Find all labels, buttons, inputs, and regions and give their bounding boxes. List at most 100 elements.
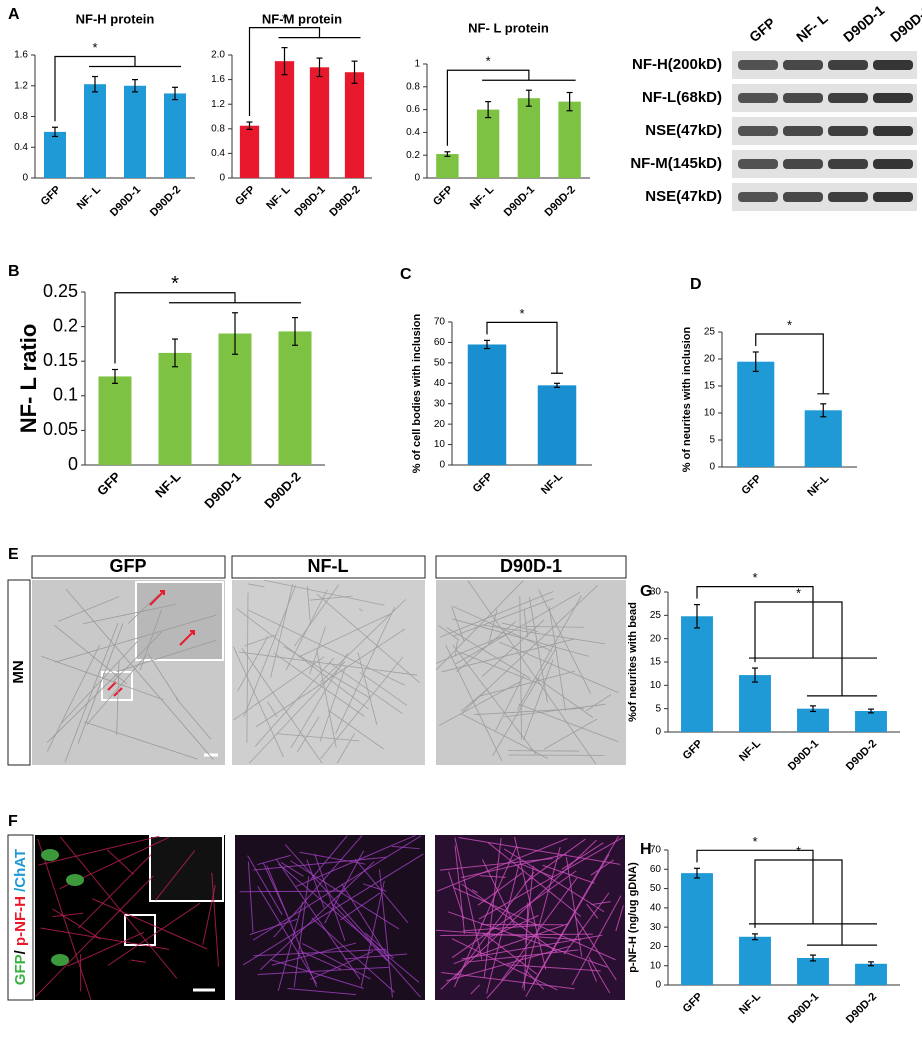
- y-tick-label: 50: [434, 357, 446, 368]
- significance-star: *: [752, 834, 757, 849]
- lane-label: GFP: [746, 14, 778, 45]
- bar: [310, 67, 329, 178]
- row-label-part: /ChAT: [12, 849, 29, 896]
- significance-star: *: [92, 40, 97, 55]
- row-label-part: p-NF-H: [12, 896, 29, 946]
- x-tick-label: NF-L: [152, 469, 184, 501]
- y-tick-label: 70: [434, 317, 446, 328]
- y-tick-label: 0: [655, 980, 661, 991]
- row-label: GFP/ p-NF-H /ChAT: [12, 849, 29, 985]
- blot-band: [828, 159, 868, 169]
- row-label-part: /: [12, 946, 29, 954]
- row-label: MN: [10, 660, 27, 683]
- column-label: NF-L: [308, 556, 349, 576]
- panel-letter: F: [8, 813, 18, 830]
- y-tick-label: 60: [650, 864, 662, 875]
- y-tick-label: 0.4: [211, 148, 225, 159]
- y-tick-label: 0: [22, 173, 28, 184]
- y-tick-label: 0.6: [406, 104, 420, 115]
- x-tick-label: GFP: [39, 184, 63, 208]
- significance-bracket: [115, 293, 301, 364]
- y-tick-label: 1.6: [211, 74, 225, 85]
- y-tick-label: 0.8: [406, 81, 420, 92]
- y-tick-label: 0: [219, 173, 225, 184]
- y-tick-label: 0: [439, 460, 445, 471]
- y-tick-label: 10: [434, 439, 446, 450]
- x-tick-label: GFP: [681, 738, 705, 762]
- x-tick-label: D90D-1: [502, 184, 537, 219]
- y-tick-label: 0: [414, 173, 420, 184]
- y-tick-label: 0.25: [43, 281, 78, 301]
- x-tick-label: GFP: [471, 471, 495, 495]
- x-tick-label: D90D-1: [786, 991, 821, 1026]
- y-tick-label: 0.8: [211, 123, 225, 134]
- x-tick-label: NF-L: [737, 737, 763, 763]
- y-tick-label: 30: [650, 922, 662, 933]
- x-tick-label: NF-L: [737, 990, 763, 1016]
- panel-letter: B: [8, 263, 20, 280]
- inset: [150, 836, 223, 901]
- blot-band: [783, 192, 823, 202]
- x-tick-label: D90D-2: [261, 469, 303, 511]
- bar: [518, 98, 540, 178]
- x-tick-label: GFP: [681, 991, 705, 1015]
- blot-band: [828, 93, 868, 103]
- bar: [275, 61, 294, 178]
- blot-row-label: NF-H(200kD): [632, 56, 722, 73]
- x-tick-label: NF-L: [539, 470, 565, 496]
- chart-title: NF-M protein: [262, 11, 342, 26]
- x-tick-label: D90D-2: [844, 991, 879, 1026]
- blot-row-label: NF-L(68kD): [642, 89, 722, 106]
- blot-band: [738, 93, 778, 103]
- x-tick-label: D90D-2: [327, 184, 362, 219]
- blot-band: [873, 192, 913, 202]
- x-tick-label: NF- L: [468, 183, 497, 212]
- significance-star: *: [796, 843, 801, 858]
- y-tick-label: 70: [650, 845, 662, 856]
- y-tick-label: 0.4: [406, 127, 420, 138]
- blot-band: [828, 60, 868, 70]
- blot-band: [783, 60, 823, 70]
- panel-letter: D: [690, 276, 702, 293]
- bar: [739, 675, 771, 732]
- y-tick-label: 10: [650, 680, 662, 691]
- y-tick-label: 0: [68, 454, 78, 474]
- y-tick-label: 0.15: [43, 350, 78, 370]
- neurite: [240, 891, 345, 892]
- x-tick-label: D90D-1: [786, 738, 821, 773]
- significance-bracket: [755, 860, 877, 945]
- lane-label: D90D-1: [840, 2, 887, 45]
- y-tick-label: 30: [650, 587, 662, 598]
- y-axis-label: %of neurites with bead: [627, 602, 639, 722]
- y-tick-label: 2.0: [211, 50, 225, 61]
- bar: [855, 711, 887, 732]
- y-tick-label: 20: [650, 633, 662, 644]
- bar: [345, 72, 364, 178]
- x-tick-label: D90D-2: [148, 184, 183, 219]
- blot-band: [738, 60, 778, 70]
- bar: [124, 86, 146, 178]
- x-tick-label: D90D-2: [543, 184, 578, 219]
- y-tick-label: 5: [709, 435, 715, 446]
- column-label: GFP: [109, 556, 146, 576]
- bar: [558, 102, 580, 178]
- y-tick-label: 0.4: [14, 142, 28, 153]
- x-tick-label: GFP: [739, 473, 763, 497]
- bar: [279, 331, 312, 465]
- x-tick-label: NF- L: [264, 183, 293, 212]
- chart-title: NF-H protein: [76, 11, 155, 26]
- y-tick-label: 1.6: [14, 50, 28, 61]
- y-axis-label: NF- L ratio: [16, 324, 41, 434]
- significance-bracket: [447, 70, 575, 146]
- significance-star: *: [796, 585, 801, 600]
- bar: [855, 964, 887, 985]
- y-tick-label: 1.2: [211, 99, 225, 110]
- bar: [240, 126, 259, 178]
- y-tick-label: 30: [434, 398, 446, 409]
- blot-row-label: NSE(47kD): [645, 122, 722, 139]
- chart-title: NF- L protein: [468, 20, 549, 35]
- x-tick-label: D90D-2: [844, 738, 879, 773]
- y-tick-label: 0.2: [53, 315, 78, 335]
- bar: [681, 616, 713, 732]
